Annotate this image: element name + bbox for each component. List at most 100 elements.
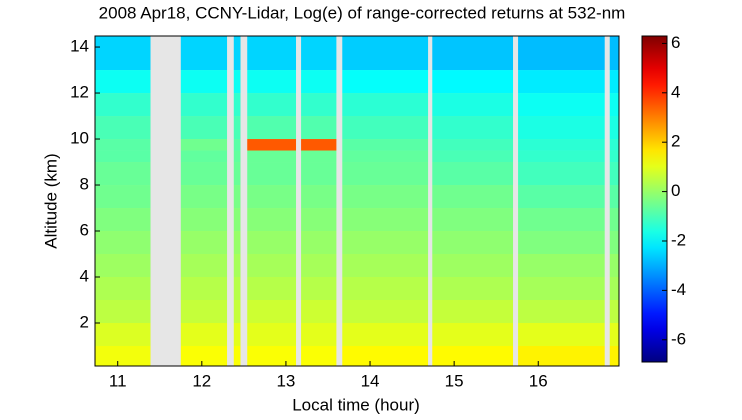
heatmap-cell bbox=[247, 116, 297, 140]
heatmap-cell bbox=[342, 185, 429, 209]
heatmap-cell bbox=[518, 345, 605, 366]
heatmap-cell bbox=[432, 345, 514, 366]
y-tick-label: 12 bbox=[70, 83, 89, 102]
x-tick-label: 11 bbox=[109, 371, 127, 390]
heatmap-cell bbox=[233, 36, 241, 71]
heatmap-cell bbox=[233, 139, 241, 151]
heatmap-cell bbox=[301, 254, 337, 278]
y-tick-label: 2 bbox=[80, 312, 89, 331]
heatmap-cell bbox=[180, 139, 228, 151]
heatmap-cell bbox=[609, 345, 619, 366]
heatmap-cell bbox=[301, 36, 337, 71]
heatmap-cell bbox=[518, 254, 605, 278]
heatmap-cell bbox=[95, 345, 151, 366]
heatmap-cell bbox=[180, 208, 228, 232]
heatmap-cell bbox=[518, 231, 605, 255]
heatmap-cell bbox=[301, 116, 337, 140]
heatmap-cell bbox=[247, 300, 297, 323]
heatmap-cell bbox=[247, 345, 297, 366]
colorbar-tick-label: 2 bbox=[671, 132, 680, 151]
heatmap-cell bbox=[342, 300, 429, 323]
x-tick-label: 14 bbox=[361, 371, 380, 390]
heatmap-cell bbox=[95, 322, 151, 346]
heatmap-cell bbox=[518, 93, 605, 117]
heatmap-cell bbox=[432, 36, 514, 71]
y-tick-label: 10 bbox=[70, 129, 89, 148]
heatmap-cell bbox=[301, 70, 337, 94]
heatmap-cell bbox=[342, 116, 429, 140]
heatmap-cell bbox=[301, 208, 337, 232]
heatmap-cell bbox=[518, 300, 605, 323]
heatmap-cell bbox=[247, 185, 297, 209]
colorbar-tick-label: 0 bbox=[671, 181, 680, 200]
y-axis-label: Altitude (km) bbox=[41, 153, 60, 248]
heatmap-cell bbox=[233, 254, 241, 278]
heatmap-cell bbox=[609, 185, 619, 209]
heatmap-cell bbox=[432, 139, 514, 151]
heatmap-cell bbox=[609, 254, 619, 278]
heatmap-cell bbox=[180, 116, 228, 140]
heatmap-cell bbox=[233, 70, 241, 94]
colorbar-tick-label: 4 bbox=[671, 82, 680, 101]
heatmap-cell bbox=[180, 231, 228, 255]
heatmap-cell bbox=[233, 116, 241, 140]
heatmap-cell bbox=[609, 277, 619, 300]
heatmap-cell bbox=[609, 322, 619, 346]
heatmap-cell bbox=[609, 208, 619, 232]
heatmap-cell bbox=[180, 300, 228, 323]
x-tick-label: 15 bbox=[445, 371, 464, 390]
heatmap-cell bbox=[609, 70, 619, 94]
heatmap-cell bbox=[342, 36, 429, 71]
heatmap-cell bbox=[233, 345, 241, 366]
chart-title: 2008 Apr18, CCNY-Lidar, Log(e) of range-… bbox=[99, 3, 626, 22]
heatmap-cell bbox=[95, 150, 151, 163]
heatmap-cell bbox=[180, 150, 228, 163]
heatmap-cell bbox=[233, 231, 241, 255]
heatmap-cell bbox=[180, 254, 228, 278]
heatmap-cell bbox=[247, 93, 297, 117]
heatmap-cell bbox=[180, 162, 228, 186]
heatmap-cell bbox=[342, 254, 429, 278]
heatmap-cell bbox=[609, 116, 619, 140]
heatmap-cell bbox=[301, 322, 337, 346]
heatmap-cell bbox=[342, 93, 429, 117]
heatmap-cell bbox=[342, 322, 429, 346]
heatmap-cell bbox=[95, 277, 151, 300]
heatmap-cell bbox=[95, 93, 151, 117]
heatmap-cell bbox=[609, 93, 619, 117]
heatmap-cell bbox=[95, 36, 151, 71]
y-tick-label: 4 bbox=[80, 266, 89, 285]
heatmap-cell bbox=[247, 162, 297, 186]
heatmap-cell bbox=[432, 322, 514, 346]
heatmap-cell bbox=[301, 231, 337, 255]
heatmap-cell bbox=[518, 162, 605, 186]
heatmap-cell bbox=[432, 93, 514, 117]
heatmap-cell bbox=[180, 36, 228, 71]
heatmap-cell bbox=[432, 231, 514, 255]
heatmap-cell bbox=[432, 277, 514, 300]
heatmap-cell bbox=[301, 277, 337, 300]
heatmap-cell bbox=[247, 322, 297, 346]
heatmap-cell bbox=[432, 116, 514, 140]
heatmap-cell bbox=[233, 185, 241, 209]
heatmap-cell bbox=[432, 150, 514, 163]
heatmap-cell bbox=[432, 254, 514, 278]
heatmap-cell bbox=[180, 277, 228, 300]
heatmap-cell bbox=[342, 150, 429, 163]
heatmap-cell bbox=[518, 277, 605, 300]
heatmap-cell bbox=[233, 322, 241, 346]
heatmap-cell bbox=[180, 93, 228, 117]
heatmap-cell bbox=[233, 300, 241, 323]
heatmap-cell bbox=[342, 277, 429, 300]
heatmap-cell bbox=[95, 70, 151, 94]
heatmap-cell bbox=[180, 70, 228, 94]
heatmap-cell bbox=[95, 254, 151, 278]
heatmap-cell bbox=[301, 185, 337, 209]
heatmap-cell bbox=[518, 322, 605, 346]
heatmap-cell bbox=[301, 93, 337, 117]
heatmap-cell bbox=[247, 254, 297, 278]
heatmap-cell bbox=[609, 300, 619, 323]
heatmap-cell bbox=[342, 139, 429, 151]
heatmap-cell bbox=[247, 150, 297, 163]
